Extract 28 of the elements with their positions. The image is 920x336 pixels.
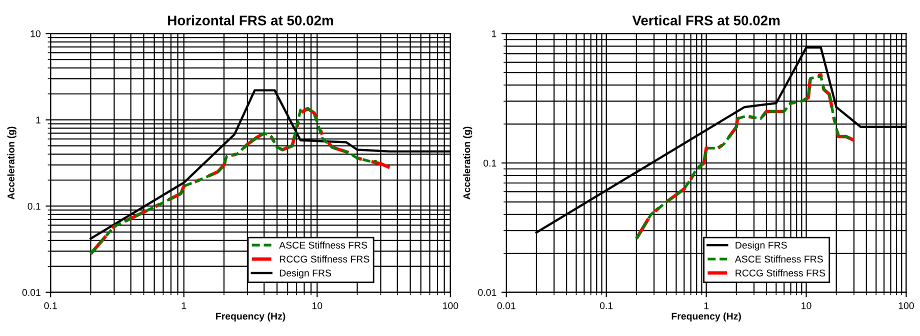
x-tick-label: 1: [704, 302, 709, 310]
x-tick-label: 10: [312, 302, 322, 310]
legend-label: RCCG Stiffness FRS: [280, 255, 370, 263]
y-tick-label: 0.1: [484, 160, 496, 167]
legend-label: ASCE Stiffness FRS: [279, 241, 368, 249]
legend-label: Design FRS: [280, 269, 332, 278]
legend-label: ASCE Stiffness FRS: [734, 255, 823, 263]
x-tick-label: 100: [898, 302, 914, 310]
x-tick-label: 0.1: [600, 302, 613, 310]
y-tick-label: 0.01: [478, 289, 496, 296]
x-tick-label: 0.01: [497, 302, 516, 310]
y-tick-label: 10: [30, 30, 40, 38]
legend-label: Design FRS: [736, 241, 787, 251]
chart-title: Horizontal FRS at 50.02m: [168, 15, 334, 26]
y-tick-label: 0.1: [28, 202, 40, 210]
chart-title: Vertical FRS at 50.02m: [632, 15, 780, 26]
y-tick-label: 0.01: [22, 289, 40, 296]
x-tick-label: 10: [802, 302, 812, 310]
y-tick-label: 1: [36, 116, 40, 124]
x-tick-label: 1: [182, 302, 186, 310]
y-tick-label: 1: [492, 30, 496, 38]
legend-label: RCCG Stiffness FRS: [736, 269, 826, 276]
x-tick-label: 0.1: [44, 302, 57, 310]
y-axis-title: Acceleration (g): [463, 126, 472, 200]
x-axis-title: Frequency (Hz): [672, 312, 741, 322]
y-axis-title: Acceleration (g): [7, 126, 16, 200]
x-axis-title: Frequency (Hz): [216, 312, 286, 322]
x-tick-label: 100: [443, 302, 458, 310]
